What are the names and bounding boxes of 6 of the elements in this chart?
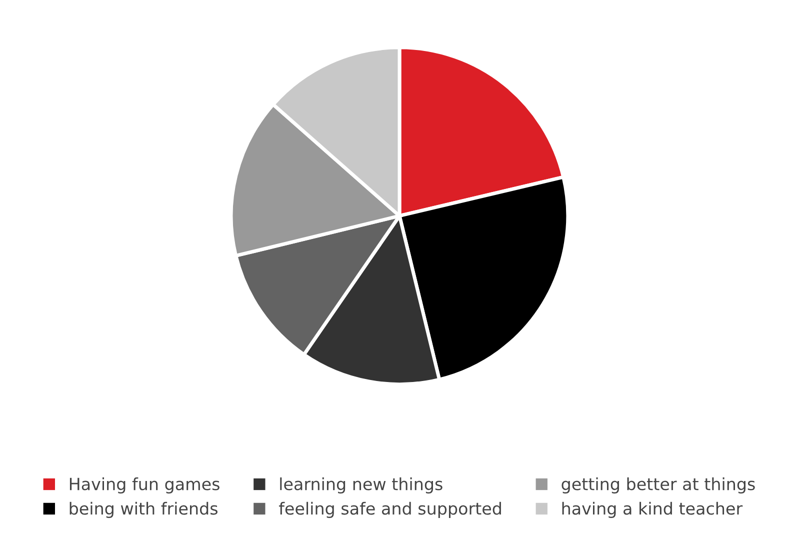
legend-label: getting better at things — [562, 477, 755, 494]
legend-label: Having fun games — [70, 477, 220, 494]
legend-label: having a kind teacher — [562, 502, 743, 518]
legend-label: feeling safe and supported — [278, 502, 501, 518]
legend-label: being with friends — [70, 502, 218, 518]
legend-label: learning new things — [280, 477, 442, 494]
